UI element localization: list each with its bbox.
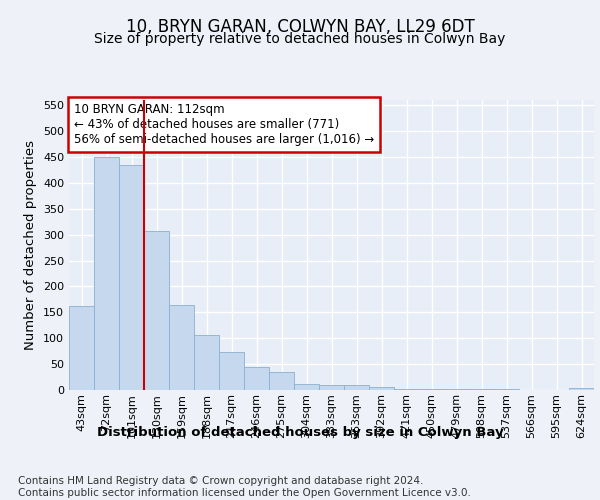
Bar: [194, 334, 219, 390]
Bar: [144, 230, 169, 390]
Bar: [344, 385, 369, 390]
Text: Size of property relative to detached houses in Colwyn Bay: Size of property relative to detached ho…: [94, 32, 506, 46]
Text: 10 BRYN GARAN: 112sqm
← 43% of detached houses are smaller (771)
56% of semi-det: 10 BRYN GARAN: 112sqm ← 43% of detached …: [74, 103, 374, 146]
Bar: [94, 157, 119, 390]
Bar: [319, 385, 344, 390]
Bar: [119, 164, 144, 390]
Bar: [244, 366, 269, 390]
Bar: [569, 388, 594, 390]
Bar: [69, 306, 94, 390]
Y-axis label: Number of detached properties: Number of detached properties: [25, 140, 37, 350]
Bar: [419, 389, 444, 390]
Bar: [369, 388, 394, 390]
Bar: [219, 352, 244, 390]
Text: Distribution of detached houses by size in Colwyn Bay: Distribution of detached houses by size …: [97, 426, 503, 439]
Bar: [294, 384, 319, 390]
Text: 10, BRYN GARAN, COLWYN BAY, LL29 6DT: 10, BRYN GARAN, COLWYN BAY, LL29 6DT: [125, 18, 475, 36]
Bar: [169, 304, 194, 390]
Bar: [394, 389, 419, 390]
Bar: [269, 372, 294, 390]
Text: Contains HM Land Registry data © Crown copyright and database right 2024.
Contai: Contains HM Land Registry data © Crown c…: [18, 476, 471, 498]
